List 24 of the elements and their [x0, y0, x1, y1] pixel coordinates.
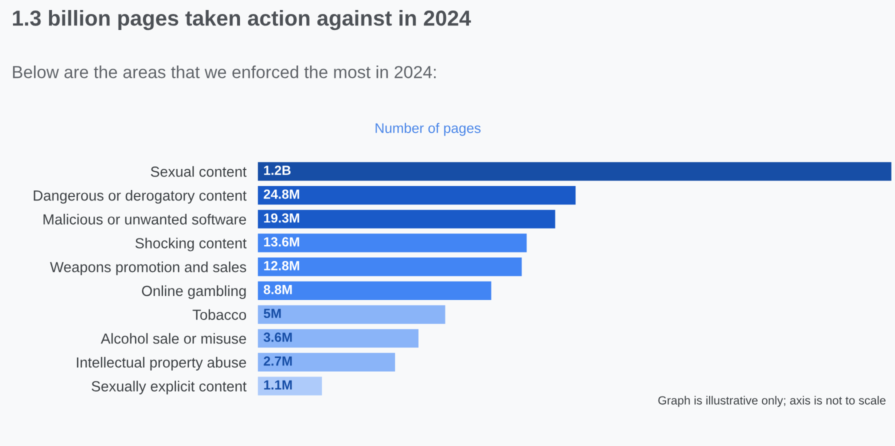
- data-label: 8.8M: [264, 284, 292, 294]
- data-label: 13.6M: [264, 237, 300, 247]
- data-label: 2.7M: [264, 356, 292, 366]
- chart-subtitle: Below are the areas that we enforced the most in 2024:: [13, 66, 436, 78]
- y-tick-label: Intellectual property abuse: [76, 356, 246, 371]
- data-label: 19.3M: [264, 213, 300, 223]
- data-label: 3.6M: [264, 332, 292, 342]
- y-tick-label: Sexual content: [150, 166, 247, 177]
- y-tick-label: Shocking content: [135, 238, 247, 252]
- data-label: 1.2B: [264, 166, 291, 175]
- data-label: 12.8M: [264, 261, 300, 270]
- annotation: Graph is illustrative only; axis is not to scale: [658, 396, 886, 407]
- x-axis-title: Number of pages: [376, 122, 481, 136]
- chart-title: 1.3 billion pages taken action against in 2024: [12, 10, 471, 30]
- y-tick-label: Malicious or unwanted software: [44, 214, 246, 225]
- y-tick-label: Tobacco: [192, 309, 246, 320]
- data-label: 1.1M: [264, 380, 292, 390]
- y-tick-label: Online gambling: [142, 285, 246, 299]
- y-tick-label: Sexually explicit content: [92, 380, 247, 394]
- data-label: 5M: [264, 308, 281, 318]
- y-tick-label: Weapons promotion and sales: [50, 262, 246, 276]
- y-tick-label: Dangerous or derogatory content: [34, 190, 247, 204]
- data-label: 24.8M: [264, 189, 300, 199]
- y-tick-label: Alcohol sale or misuse: [100, 333, 246, 344]
